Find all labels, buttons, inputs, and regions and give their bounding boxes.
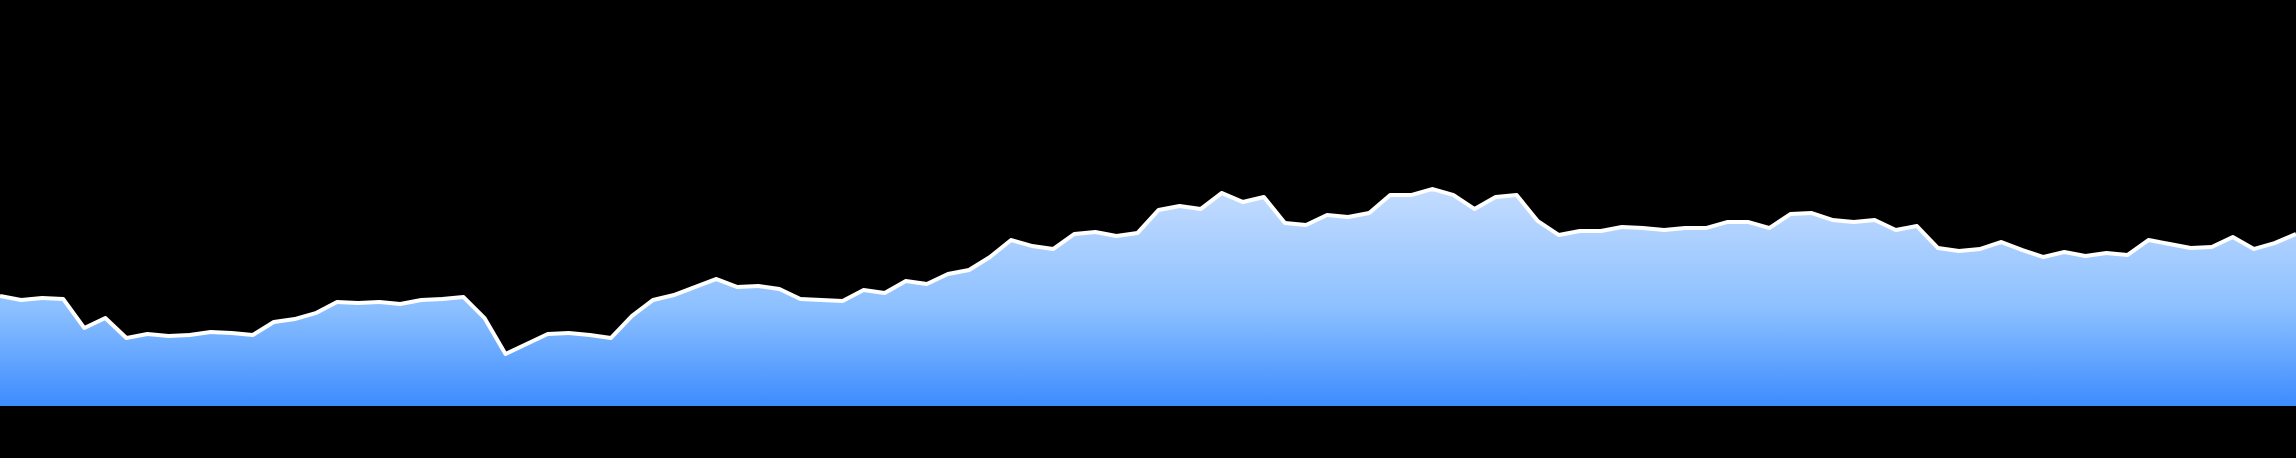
area-line [0,187,2296,356]
area-fill [0,189,2296,406]
area-series-group [0,187,2296,406]
